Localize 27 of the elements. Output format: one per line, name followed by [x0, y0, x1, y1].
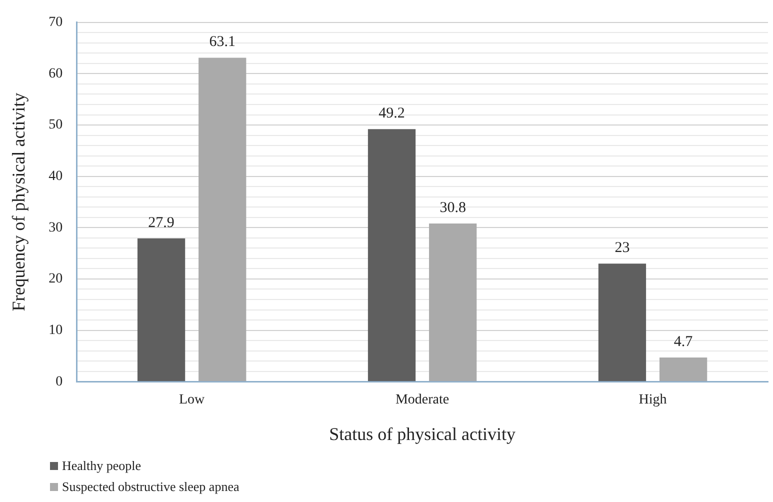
bar: [659, 357, 708, 382]
data-label: 23: [614, 240, 630, 256]
y-tick-label: 30: [48, 220, 63, 236]
x-axis-title: Status of physical activity: [329, 424, 516, 444]
x-tick-label: Low: [178, 392, 206, 408]
bar: [137, 238, 186, 382]
data-label: 49.2: [378, 106, 405, 122]
y-tick-label: 60: [48, 66, 63, 82]
y-tick-label: 10: [48, 322, 63, 338]
x-tick-label: Moderate: [395, 392, 450, 408]
y-axis-title: Frequency of physical activity: [8, 92, 29, 312]
bar: [429, 224, 477, 382]
y-tick-label: 0: [56, 374, 63, 390]
bar: [598, 264, 646, 382]
y-tick-label: 70: [48, 15, 63, 30]
legend-label: Healthy people: [62, 457, 142, 475]
data-label: 27.9: [148, 214, 174, 231]
bar: [198, 58, 246, 382]
data-label: 30.8: [440, 200, 466, 216]
legend-label: Suspected obstructive sleep apnea: [62, 478, 240, 496]
x-tick-label: High: [638, 392, 667, 408]
y-tick-label: 40: [48, 169, 63, 184]
data-label: 63.1: [209, 34, 236, 50]
data-label: 4.7: [674, 334, 694, 350]
y-tick-label: 20: [48, 272, 63, 287]
bar: [368, 129, 416, 382]
y-tick-label: 50: [48, 118, 63, 133]
